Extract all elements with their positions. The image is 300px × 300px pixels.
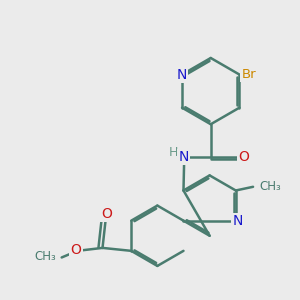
Text: N: N — [177, 68, 187, 82]
Text: O: O — [101, 207, 112, 221]
Text: O: O — [70, 244, 81, 257]
Text: H: H — [169, 146, 178, 159]
Text: CH₃: CH₃ — [259, 180, 281, 193]
Text: O: O — [238, 150, 249, 164]
Text: N: N — [178, 150, 189, 164]
Text: N: N — [232, 214, 243, 228]
Text: CH₃: CH₃ — [35, 250, 56, 263]
Text: Br: Br — [241, 68, 256, 81]
